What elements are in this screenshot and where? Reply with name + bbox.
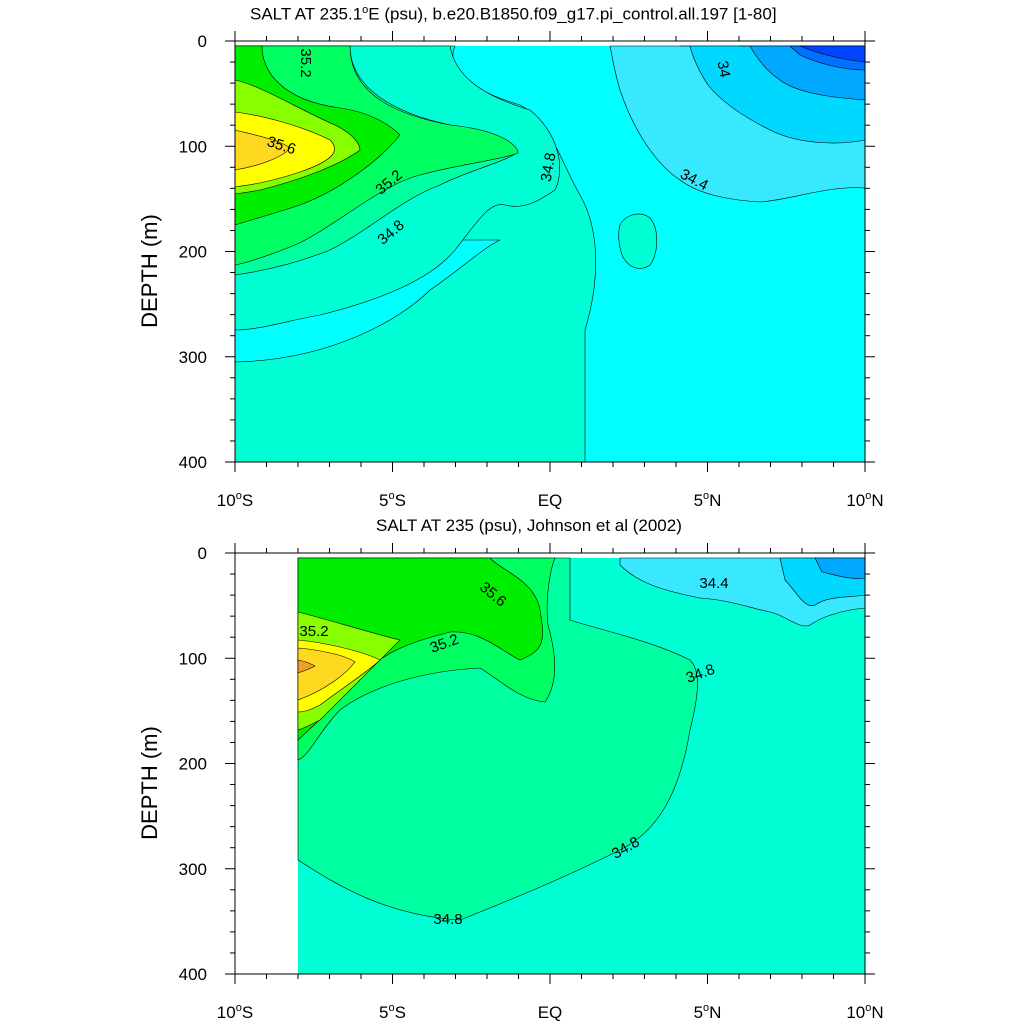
panel-2-title: SALT AT 235 (psu), Johnson et al (2002) <box>376 516 682 535</box>
x-tick-label: 10oN <box>846 490 883 510</box>
contour-label: 35.2 <box>297 48 314 77</box>
x-tick-label: 10oN <box>846 1002 883 1022</box>
x-tick-label: 5oN <box>694 490 722 510</box>
y-tick-label: 300 <box>179 348 207 367</box>
x-tick-label: EQ <box>538 1003 563 1022</box>
panel-1-title: SALT AT 235.1oE (psu), b.e20.B1850.f09_g… <box>250 4 777 24</box>
x-tick-label: 10oS <box>217 490 253 510</box>
y-tick-label: 200 <box>179 243 207 262</box>
panel-2-region-36_0 <box>297 647 356 701</box>
y-tick-label: 100 <box>179 649 207 668</box>
panel-1-region-36_0 <box>234 129 291 171</box>
panel-2-axes: 0 100 200 300 400 10oS 5oS EQ 5oN 10oN <box>179 543 884 1022</box>
contour-label: 35.2 <box>299 623 328 640</box>
contour-label: 34.8 <box>433 911 462 928</box>
y-tick-label: 100 <box>179 137 207 156</box>
y-tick-label: 200 <box>179 755 207 774</box>
contour-label: 34 <box>714 60 734 79</box>
x-tick-label: 5oS <box>379 490 406 510</box>
panel-1-region-34_8-blob <box>618 213 658 269</box>
y-tick-label: 300 <box>179 860 207 879</box>
contour-label: 34.4 <box>699 575 728 592</box>
contour-label: 34.8 <box>538 151 560 183</box>
x-tick-label: 5oS <box>379 1002 406 1022</box>
panel-1-field <box>234 45 866 463</box>
y-tick-label: 400 <box>179 965 207 984</box>
y-tick-label: 400 <box>179 453 207 472</box>
panel-2-region-36_2 <box>297 659 316 674</box>
x-tick-label: EQ <box>538 491 563 510</box>
panel-2-field <box>297 557 866 974</box>
y-tick-label: 0 <box>198 544 207 563</box>
x-tick-label: 5oN <box>694 1002 722 1022</box>
y-tick-label: 0 <box>198 32 207 51</box>
panel-1-axes: 0 100 200 300 400 10oS 5oS EQ 5oN 10oN <box>179 31 884 510</box>
x-tick-label: 10oS <box>217 1002 253 1022</box>
